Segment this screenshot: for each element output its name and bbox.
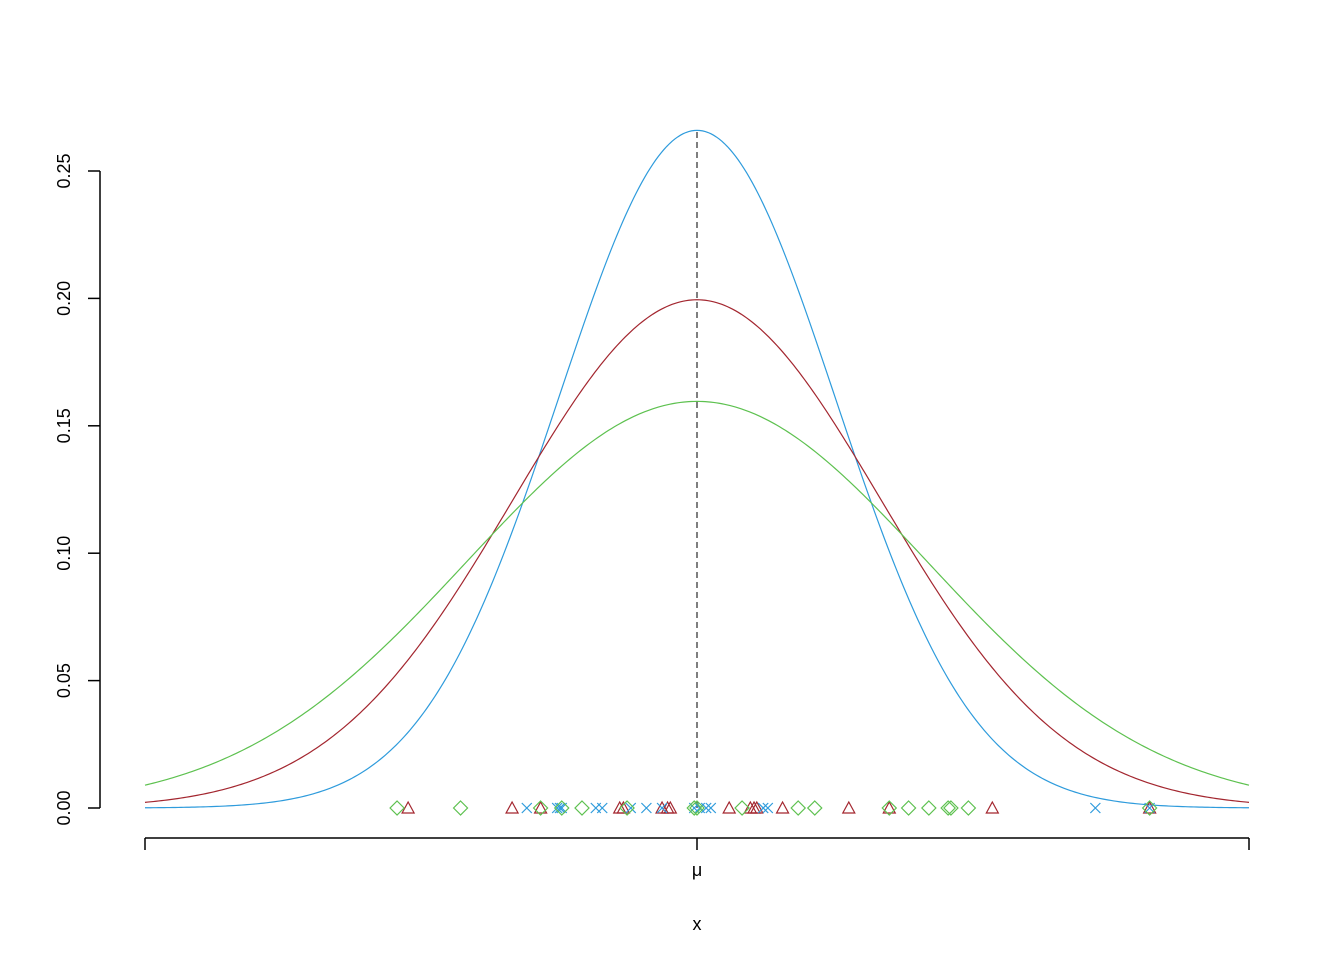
sample-point bbox=[686, 800, 703, 816]
sample-point bbox=[722, 800, 737, 814]
sample-point bbox=[640, 802, 652, 814]
density-curve bbox=[144, 299, 1250, 803]
sample-point bbox=[574, 800, 590, 816]
sample-point bbox=[554, 802, 566, 814]
sample-point bbox=[705, 802, 717, 814]
sample-point bbox=[775, 800, 790, 814]
y-tick-label: 0.25 bbox=[54, 153, 74, 188]
sample-point bbox=[940, 800, 957, 816]
sample-point bbox=[757, 802, 769, 814]
sample-point bbox=[596, 802, 608, 814]
sample-point bbox=[533, 800, 548, 814]
sample-point bbox=[1142, 800, 1157, 814]
sample-point bbox=[762, 802, 774, 814]
sample-point bbox=[689, 800, 705, 816]
y-tick-label: 0.00 bbox=[54, 790, 74, 825]
sample-point bbox=[700, 802, 712, 814]
sample-point bbox=[389, 800, 405, 816]
sample-point bbox=[900, 800, 917, 816]
sample-point bbox=[806, 800, 823, 816]
sample-point bbox=[551, 802, 563, 814]
x-axis-label: x bbox=[693, 914, 702, 934]
y-tick-label: 0.15 bbox=[54, 408, 74, 443]
sample-point bbox=[1141, 800, 1158, 816]
sample-point bbox=[985, 800, 1000, 814]
sample-point bbox=[734, 800, 750, 816]
sample-point bbox=[553, 800, 570, 816]
sample-point bbox=[452, 800, 469, 816]
sample-point bbox=[656, 802, 668, 814]
y-tick-label: 0.20 bbox=[54, 281, 74, 316]
density-curve bbox=[144, 400, 1250, 786]
sample-point bbox=[505, 800, 520, 814]
sample-point bbox=[882, 800, 897, 814]
sample-point bbox=[625, 802, 637, 814]
density-curve bbox=[144, 129, 1250, 809]
sample-point bbox=[841, 800, 856, 814]
sample-point bbox=[619, 800, 635, 816]
sample-point bbox=[663, 800, 678, 814]
sample-point bbox=[960, 800, 977, 816]
sample-point bbox=[790, 800, 807, 816]
y-tick-label: 0.05 bbox=[54, 663, 74, 698]
x-tick-label: μ bbox=[692, 860, 702, 880]
sample-point bbox=[920, 800, 937, 816]
sample-point bbox=[881, 800, 898, 816]
sample-point bbox=[943, 800, 959, 816]
sample-point bbox=[532, 800, 549, 816]
y-tick-label: 0.10 bbox=[54, 536, 74, 571]
sample-point bbox=[1089, 802, 1101, 814]
sample-point bbox=[521, 802, 533, 814]
sample-point bbox=[749, 800, 764, 814]
sample-point bbox=[401, 800, 416, 814]
